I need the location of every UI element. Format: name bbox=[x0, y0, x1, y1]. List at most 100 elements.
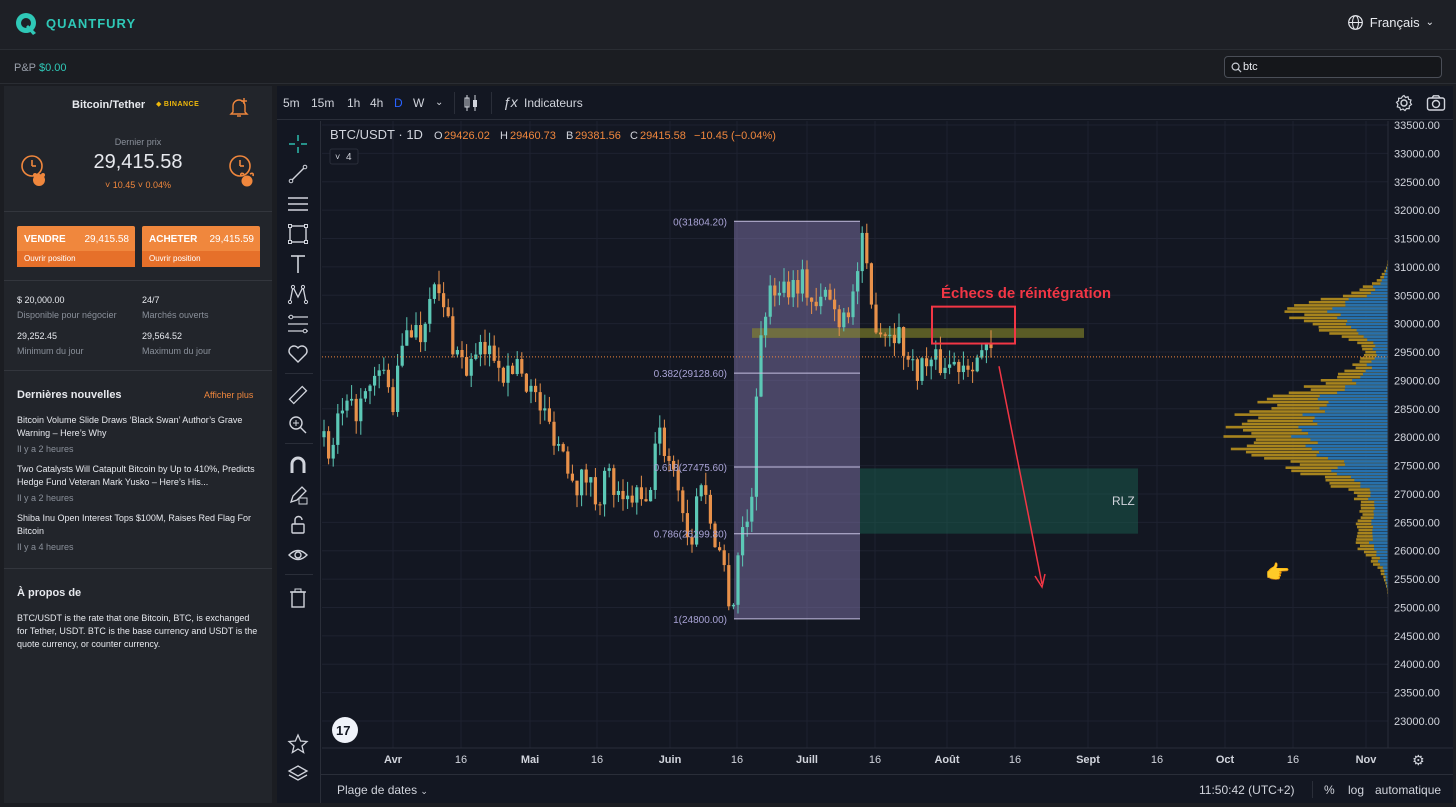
timeframe-1h[interactable]: 1h bbox=[347, 96, 361, 110]
price-tick-label: 33000.00 bbox=[1394, 148, 1440, 160]
language-selector[interactable]: Français ⌄ bbox=[1347, 14, 1434, 31]
volume-bar-blue bbox=[1372, 525, 1388, 529]
ruler-icon[interactable] bbox=[287, 384, 309, 406]
candle-body bbox=[483, 341, 487, 355]
candle-body bbox=[929, 359, 933, 367]
fib-retracement[interactable]: 0(31804.20) 0.382(29128.60) 0.618(27475.60… bbox=[654, 217, 860, 626]
buy-button[interactable]: ACHETER 29,415.59 Ouvrir position bbox=[142, 226, 260, 267]
brand-name: QUANTFURY bbox=[46, 16, 137, 31]
layers-icon[interactable] bbox=[287, 763, 309, 785]
volume-bar-blue bbox=[1317, 422, 1388, 426]
time-tick-label: 16 bbox=[1287, 754, 1299, 766]
candle-body bbox=[915, 359, 919, 381]
volume-bar-gold bbox=[1357, 525, 1388, 529]
candle-body bbox=[373, 375, 377, 386]
candle-body bbox=[837, 309, 841, 328]
star-icon[interactable] bbox=[287, 733, 309, 755]
volume-bar-blue bbox=[1337, 316, 1388, 320]
bear-alarm-icon[interactable] bbox=[18, 154, 48, 188]
fib-retracement-icon[interactable] bbox=[287, 313, 309, 335]
auto-scale-toggle[interactable]: automatique bbox=[1375, 783, 1442, 797]
candle-body bbox=[534, 385, 538, 393]
bell-plus-icon[interactable] bbox=[228, 96, 250, 118]
timeframe-4h[interactable]: 4h bbox=[370, 96, 384, 110]
crosshair-icon[interactable] bbox=[287, 133, 309, 155]
news-headline: Shiba Inu Open Interest Tops $100M, Rais… bbox=[17, 513, 251, 536]
horizontal-lines-icon[interactable] bbox=[287, 193, 309, 215]
candle-body bbox=[764, 316, 768, 336]
stat-day-min: 29,252.45 Minimum du jour bbox=[17, 331, 84, 356]
price-tick-label: 27000.00 bbox=[1394, 489, 1440, 501]
volume-bar-gold bbox=[1363, 550, 1388, 554]
time-tick-label: 16 bbox=[731, 754, 743, 766]
price-axis[interactable]: 33500.00 33000.00 32500.00 32000.00 31500.00… bbox=[1387, 121, 1453, 748]
timeframe-15m[interactable]: 15m bbox=[311, 96, 335, 110]
candlestick-series bbox=[322, 223, 993, 614]
candle-body bbox=[575, 480, 579, 496]
indicators-button[interactable]: Indicateurs bbox=[524, 96, 583, 110]
magnet-icon[interactable] bbox=[287, 454, 309, 476]
eye-icon[interactable] bbox=[287, 544, 309, 566]
unlock-icon[interactable] bbox=[287, 514, 309, 536]
timeframe-w[interactable]: W bbox=[413, 96, 425, 110]
price-tick-label: 26000.00 bbox=[1394, 546, 1440, 558]
time-axis[interactable]: Avr 16 Mai 16 Juin 16 Juill 16 Août 16 Sept 16 Oct 16… bbox=[322, 747, 1453, 774]
settings-gear-icon[interactable] bbox=[1395, 94, 1413, 112]
tradingview-logo-icon[interactable]: 17 bbox=[332, 717, 358, 743]
candle-body bbox=[741, 527, 745, 556]
timeframe-dropdown-icon[interactable]: ⌄ bbox=[435, 97, 444, 108]
volume-bar-blue bbox=[1385, 575, 1388, 579]
clock-timezone[interactable]: 11:50:42 (UTC+2) bbox=[1199, 783, 1295, 797]
quantfury-logo-icon[interactable] bbox=[14, 11, 40, 37]
zoom-in-icon[interactable] bbox=[287, 414, 309, 436]
news-item[interactable]: Bitcoin Volume Slide Draws ‘Black Swan’ … bbox=[17, 414, 262, 456]
stat-label: Marchés ouverts bbox=[142, 310, 209, 320]
news-item[interactable]: Shiba Inu Open Interest Tops $100M, Rais… bbox=[17, 512, 262, 554]
candle-body bbox=[966, 365, 970, 370]
volume-bar-blue bbox=[1368, 497, 1388, 501]
pattern-icon[interactable] bbox=[287, 283, 309, 305]
heart-icon[interactable] bbox=[287, 343, 309, 365]
candles-icon[interactable] bbox=[463, 94, 479, 112]
pencil-lock-icon[interactable] bbox=[287, 484, 309, 506]
search-box[interactable] bbox=[1224, 56, 1442, 78]
candle-body bbox=[860, 232, 864, 272]
candle-body bbox=[685, 513, 689, 538]
price-chart[interactable]: 0(31804.20) 0.382(29128.60) 0.618(27475.60… bbox=[322, 121, 1453, 774]
volume-bar-blue bbox=[1386, 585, 1388, 588]
candle-body bbox=[745, 521, 749, 528]
volume-bar-blue bbox=[1372, 347, 1388, 351]
camera-icon[interactable] bbox=[1426, 94, 1446, 112]
candle-body bbox=[621, 490, 625, 500]
news-more-link[interactable]: Afficher plus bbox=[204, 390, 254, 400]
volume-bar-blue bbox=[1319, 407, 1388, 410]
candle-body bbox=[354, 398, 358, 422]
text-tool-icon[interactable] bbox=[287, 253, 309, 275]
volume-bar-blue bbox=[1376, 553, 1388, 557]
candle-body bbox=[708, 494, 712, 524]
trash-icon[interactable] bbox=[287, 587, 309, 609]
bull-alarm-icon[interactable] bbox=[226, 154, 256, 188]
timeframe-d[interactable]: D bbox=[394, 96, 403, 110]
log-toggle[interactable]: log bbox=[1348, 783, 1365, 797]
candle-body bbox=[451, 316, 455, 355]
volume-bar-gold bbox=[1357, 341, 1388, 345]
volume-bar-blue bbox=[1378, 560, 1388, 563]
legend-collapse-button[interactable] bbox=[329, 148, 359, 165]
rectangle-icon[interactable] bbox=[287, 223, 309, 245]
volume-bar-blue bbox=[1352, 378, 1388, 382]
trend-line-icon[interactable] bbox=[287, 163, 309, 185]
divider bbox=[4, 370, 272, 371]
candle-body bbox=[400, 345, 404, 366]
percent-toggle[interactable]: % bbox=[1324, 783, 1335, 797]
sell-button[interactable]: VENDRE 29,415.58 Ouvrir position bbox=[17, 226, 135, 267]
date-range-button[interactable]: Plage de dates ⌄ bbox=[337, 783, 428, 797]
function-icon[interactable]: ƒx bbox=[503, 94, 518, 110]
axis-settings-gear-icon[interactable]: ⚙ bbox=[1412, 753, 1425, 769]
volume-bar-blue bbox=[1384, 272, 1388, 276]
news-item[interactable]: Two Catalysts Will Catapult Bitcoin by U… bbox=[17, 463, 262, 505]
candle-body bbox=[690, 537, 694, 545]
timeframe-5m[interactable]: 5m bbox=[283, 96, 300, 110]
candle-body bbox=[520, 359, 524, 374]
search-input[interactable] bbox=[1243, 59, 1433, 75]
